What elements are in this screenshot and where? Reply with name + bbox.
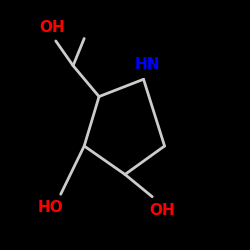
Text: OH: OH — [149, 203, 175, 218]
Text: OH: OH — [39, 20, 65, 35]
Text: HO: HO — [38, 200, 64, 216]
Text: HN: HN — [134, 57, 160, 72]
